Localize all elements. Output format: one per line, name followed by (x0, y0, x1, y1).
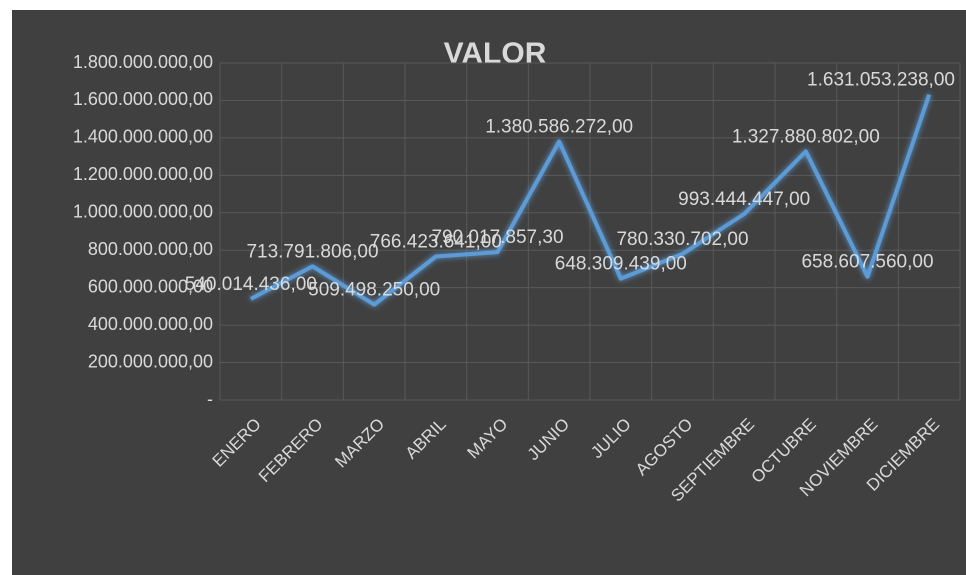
y-tick-label: - (207, 389, 213, 409)
y-tick-label: 200.000.000,00 (88, 351, 213, 371)
data-label: 658.607.560,00 (801, 252, 933, 273)
data-label: 766.423.641,00 (370, 232, 502, 253)
data-label: 713.791.806,00 (246, 241, 378, 262)
data-label: 1.380.586.272,00 (485, 117, 633, 138)
data-label: 993.444.447,00 (678, 189, 810, 210)
chart-title: VALOR (444, 37, 547, 70)
data-label: 509.498.250,00 (308, 280, 440, 301)
data-label: 1.631.053.238,00 (807, 70, 955, 91)
line (249, 93, 932, 307)
data-label: 790.017.857,30 (431, 227, 563, 248)
data-label: 1.327.880.802,00 (732, 126, 880, 147)
y-tick-label: 1.400.000.000,00 (73, 127, 213, 147)
y-tick-label: 1.000.000.000,00 (73, 202, 213, 222)
data-label: 780.330.702,00 (616, 229, 748, 250)
data-label: 648.309.439,00 (555, 254, 687, 275)
y-tick-label: 400.000.000,00 (88, 314, 213, 334)
y-tick-label: 1.800.000.000,00 (73, 52, 213, 72)
y-tick-label: 800.000.000,00 (88, 239, 213, 259)
chart-background (12, 10, 966, 575)
data-label: 540.014.436,00 (185, 274, 317, 295)
y-tick-label: 1.200.000.000,00 (73, 164, 213, 184)
y-tick-label: 600.000.000,00 (88, 276, 213, 296)
y-tick-label: 1.600.000.000,00 (73, 89, 213, 109)
